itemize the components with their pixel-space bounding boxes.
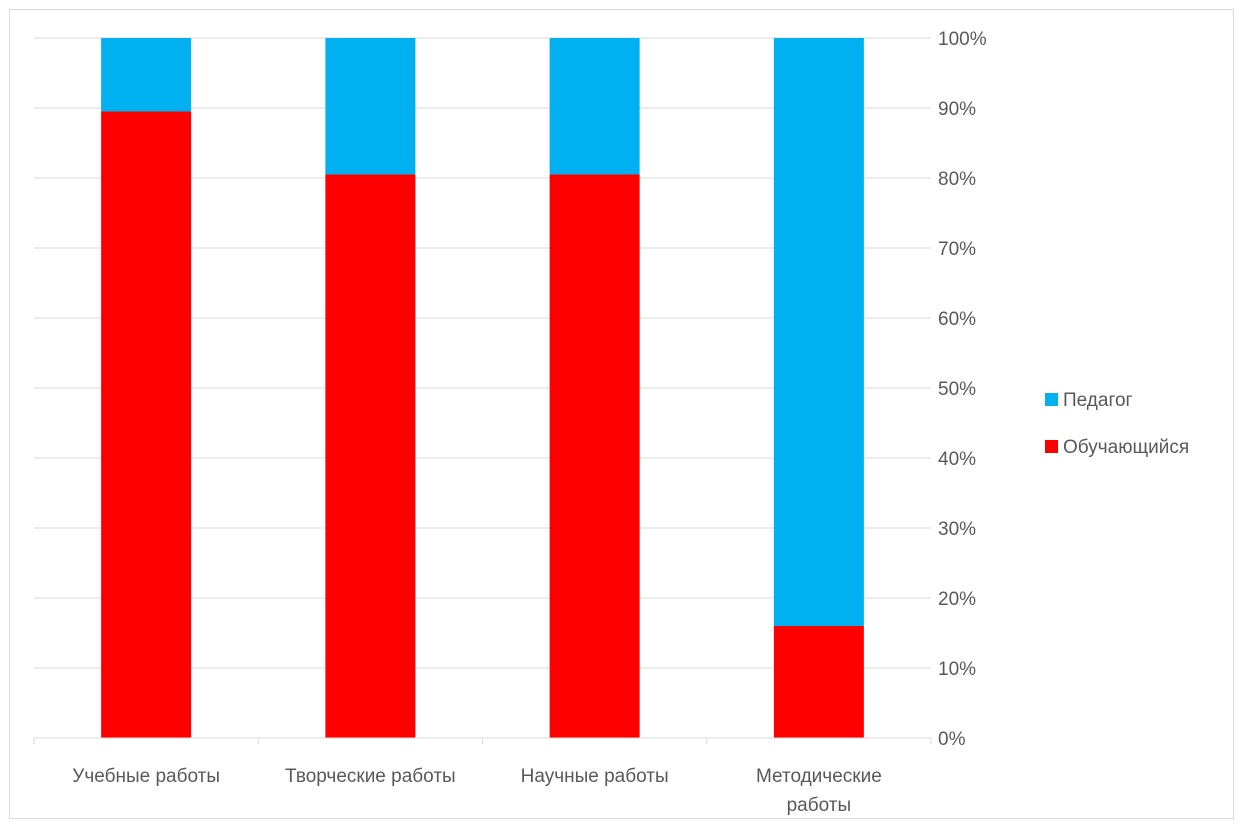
y-tick-label: 10% — [938, 659, 976, 680]
legend-swatch — [1045, 393, 1058, 406]
y-tick-labels: 0% 10% 20% 30% 40% 50% 60% 70% 80% 90% 100% — [938, 29, 987, 750]
bar-segment-pedagog — [101, 38, 192, 112]
y-tick-label: 20% — [938, 589, 976, 610]
bar-segment-pedagog — [549, 38, 640, 175]
x-category-labels: Учебные работы Творческие работы Научные р… — [72, 766, 882, 816]
y-tick-label: 50% — [938, 379, 976, 400]
x-category-label: Методические — [756, 766, 882, 787]
bar-segment-pedagog — [325, 38, 416, 175]
legend-label: Педагог — [1063, 390, 1133, 411]
bar-segment-obuchayushchiysya — [101, 111, 192, 738]
axes — [33, 737, 932, 744]
y-tick-label: 0% — [938, 729, 966, 750]
legend-label: Обучающийся — [1063, 437, 1189, 458]
legend-swatch — [1045, 440, 1058, 453]
x-category-label: Научные работы — [521, 766, 669, 787]
bar-segment-pedagog — [773, 38, 864, 626]
bars — [101, 38, 864, 738]
y-tick-label: 40% — [938, 449, 976, 470]
bar-segment-obuchayushchiysya — [325, 174, 416, 738]
y-tick-label: 80% — [938, 169, 976, 190]
bar-segment-obuchayushchiysya — [549, 174, 640, 738]
x-category-label: работы — [787, 795, 852, 816]
y-tick-label: 100% — [938, 29, 987, 50]
x-category-label: Творческие работы — [285, 766, 456, 787]
stacked-bar-chart: 0% 10% 20% 30% 40% 50% 60% 70% 80% 90% 100% Учебны… — [33, 29, 1189, 816]
y-tick-label: 30% — [938, 519, 976, 540]
y-tick-label: 60% — [938, 309, 976, 330]
legend: Педагог Обучающийся — [1045, 390, 1189, 458]
bar-segment-obuchayushchiysya — [773, 626, 864, 738]
y-tick-label: 90% — [938, 99, 976, 120]
chart-frame: 0% 10% 20% 30% 40% 50% 60% 70% 80% 90% 100% Учебны… — [9, 9, 1234, 819]
y-tick-label: 70% — [938, 239, 976, 260]
x-category-label: Учебные работы — [72, 766, 220, 787]
